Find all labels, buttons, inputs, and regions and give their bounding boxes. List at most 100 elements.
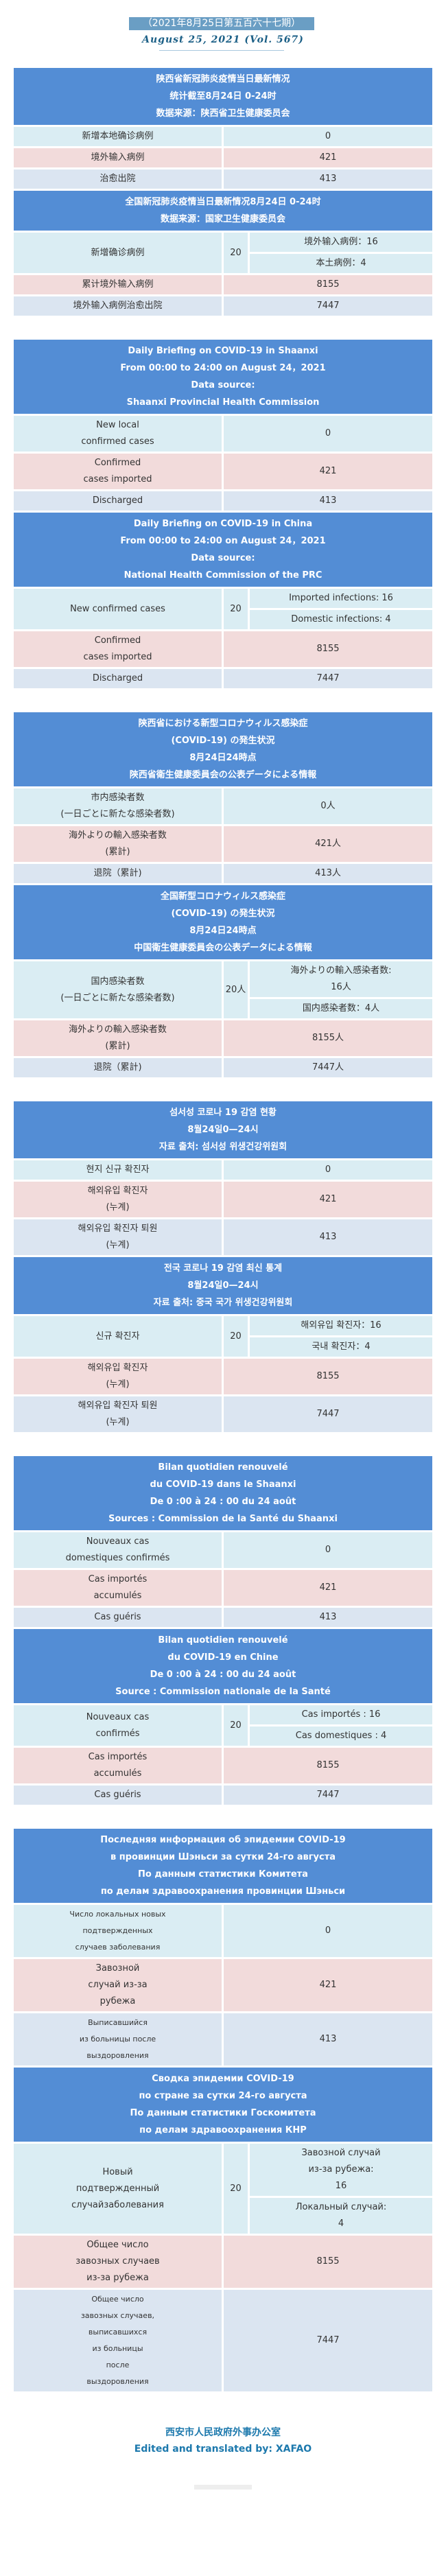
label-line: 国内感染者数 xyxy=(91,976,145,987)
header-line: Data source: xyxy=(191,380,255,390)
row-label: Cas importés accumulés xyxy=(14,1570,222,1606)
row-label: 退院（累計) xyxy=(14,1058,222,1077)
row-value: 0 xyxy=(224,1160,432,1180)
section-ko: 섬서성 코로나 19 감염 현황 8월24일0—24시 자료 출처: 섬서성 위생건… xyxy=(14,1101,432,1432)
row-value: 0人 xyxy=(224,788,432,824)
row-value: 8155 xyxy=(224,631,432,667)
label-line: 境外输入病例治愈出院 xyxy=(73,301,163,311)
label-line: 해외유입 확진자 xyxy=(87,1363,148,1373)
row-label: Новый подтвержденный случайзаболевания xyxy=(14,2144,222,2234)
label-line: 退院（累計) xyxy=(93,868,142,878)
label-line: Discharged xyxy=(92,673,143,683)
label-line: 신규 확진자 xyxy=(95,1331,140,1342)
header-line: National Health Commission of the PRC xyxy=(124,570,322,581)
header-line: De 0 :00 à 24 : 00 du 24 août xyxy=(150,1670,296,1680)
national-table-header: 全国新型コロナウィルス感染症 (COVID-19) の発生状況 8月24日24時点中… xyxy=(14,885,432,959)
label-line: случайзаболевания xyxy=(71,2199,164,2210)
row-value: 8155 xyxy=(224,2236,432,2288)
new-cases-breakdown: Cas importés : 16 Cas domestiques : 4 xyxy=(250,1705,432,1746)
label-line: 累计境外输入病例 xyxy=(82,279,154,290)
label-line: выздоровления xyxy=(86,2377,149,2386)
row-label: Confirmed cases imported xyxy=(14,631,222,667)
header-line: Sources : Commission de la Santé du Shaa… xyxy=(108,1514,338,1524)
table-row: Общее число завозных случаев, выписавшихся… xyxy=(14,2290,432,2391)
label-line: из больницы после xyxy=(79,2035,156,2044)
header-line: 섬서성 코로나 19 감염 현황 xyxy=(169,1108,277,1118)
header-line: 陕西省新冠肺炎疫情当日最新情况 xyxy=(156,74,290,84)
table-row-new-cases: New confirmed cases 20 Imported infections… xyxy=(14,589,432,629)
label-line: из-за рубежа xyxy=(86,2273,149,2283)
header-line: Bilan quotidien renouvelé xyxy=(158,1635,288,1646)
table-row: Confirmed cases imported 421 xyxy=(14,454,432,489)
header-line: 전국 코로나 19 감염 최신 통계 xyxy=(163,1263,283,1274)
row-value: 421 xyxy=(224,1570,432,1606)
header-line: (COVID-19) の発生状況 xyxy=(171,909,275,919)
table-row: 市内感染者数 (一日ごとに新たな感染者数) 0人 xyxy=(14,788,432,824)
breakdown-line: 4 xyxy=(338,2218,344,2229)
header-line: 자료 출처: 중국 국가 위생건강위원회 xyxy=(153,1298,293,1308)
new-cases-breakdown: Imported infections: 16 Domestic infectio… xyxy=(250,589,432,629)
row-label: Discharged xyxy=(14,491,222,511)
label-line: 境外输入病例 xyxy=(91,152,145,163)
header-line: (COVID-19) の発生状況 xyxy=(171,736,275,746)
row-label: Общее число завозных случаев из-за рубежа xyxy=(14,2236,222,2288)
header-line: 8월24일0—24시 xyxy=(187,1280,259,1291)
header-line: 陝西省衛生健康委員会の公表データによる情報 xyxy=(129,770,317,780)
row-label: 治愈出院 xyxy=(14,169,222,189)
label-line: случай из-за xyxy=(88,1980,148,1990)
breakdown-line: Завозной случай xyxy=(301,2148,381,2158)
row-label: 海外よりの輸入感染者数 (累計) xyxy=(14,1020,222,1056)
header-line: по стране за сутки 24-го августа xyxy=(139,2091,307,2101)
table-row: Confirmed cases imported 8155 xyxy=(14,631,432,667)
label-line: завозных случаев xyxy=(75,2256,160,2267)
header-line: по делам здравоохранения КНР xyxy=(139,2125,307,2135)
row-value: 421 xyxy=(224,454,432,489)
row-value: 421 xyxy=(224,1182,432,1217)
label-line: (累計) xyxy=(105,1041,130,1051)
table-row: Завозной случай из-за рубежа 421 xyxy=(14,1959,432,2011)
national-table-header: Daily Briefing on COVID-19 in China From … xyxy=(14,513,432,587)
new-cases-total: 20 xyxy=(224,1316,248,1357)
label-line: domestiques confirmés xyxy=(65,1553,170,1563)
national-table: Bilan quotidien renouvelé du COVID-19 en … xyxy=(14,1629,432,1805)
header-line: 全国新冠肺炎疫情当日最新情况8月24日 0-24时 xyxy=(125,197,321,207)
row-label: Nouveaux cas domestiques confirmés xyxy=(14,1532,222,1568)
row-value: 421 xyxy=(224,1959,432,2011)
table-row: 退院（累計) 7447人 xyxy=(14,1058,432,1077)
row-value: 413人 xyxy=(224,864,432,883)
national-table: Сводка эпидемии COVID-19 по стране за сут… xyxy=(14,2068,432,2391)
label-line: (一日ごとに新たな感染者数) xyxy=(60,992,175,1003)
table-row: 治愈出院 413 xyxy=(14,169,432,189)
row-label: Confirmed cases imported xyxy=(14,454,222,489)
provincial-table: 陝西省における新型コロナウィルス感染症 (COVID-19) の発生状況 8月24日… xyxy=(14,712,432,883)
label-line: Cas importés xyxy=(88,1752,148,1762)
provincial-table: 섬서성 코로나 19 감염 현황 8월24일0—24시 자료 출처: 섬서성 위생건… xyxy=(14,1101,432,1255)
row-value: 413 xyxy=(224,169,432,189)
header-line: Data source: xyxy=(191,553,255,563)
row-label: 海外よりの輸入感染者数 (累計) xyxy=(14,826,222,862)
breakdown-line: 16 xyxy=(335,2181,347,2191)
label-line: (누계) xyxy=(106,1417,130,1427)
row-value: 413 xyxy=(224,491,432,511)
header-line: Последняя информация об эпидемии COVID-1… xyxy=(100,1835,346,1845)
header-line: 统计截至8月24日 0-24时 xyxy=(169,91,277,102)
table-row: Число локальных новых подтвержденных случа… xyxy=(14,1905,432,1957)
label-line: (一日ごとに新たな感染者数) xyxy=(60,809,175,819)
table-row: Discharged 413 xyxy=(14,491,432,511)
row-label: 해외유입 확진자 퇴원 (누계) xyxy=(14,1396,222,1432)
table-row: New local confirmed cases 0 xyxy=(14,416,432,452)
row-label: 市内感染者数 (一日ごとに新たな感染者数) xyxy=(14,788,222,824)
provincial-table: Последняя информация об эпидемии COVID-1… xyxy=(14,1829,432,2065)
breakdown-cell: 本土病例：4 xyxy=(250,254,432,273)
breakdown-line: 本土病例：4 xyxy=(316,258,366,268)
table-row: Discharged 7447 xyxy=(14,669,432,688)
breakdown-cell: 국내 확진자：4 xyxy=(250,1337,432,1357)
label-line: Число локальных новых xyxy=(69,1910,166,1919)
provincial-table-header: Bilan quotidien renouvelé du COVID-19 dan… xyxy=(14,1456,432,1530)
table-row-new-cases: 新增确诊病例 20 境外输入病例：16 本土病例：4 xyxy=(14,233,432,273)
header-line: Сводка эпидемии COVID-19 xyxy=(152,2074,294,2084)
breakdown-cell: 境外输入病例：16 xyxy=(250,233,432,252)
row-value: 7447 xyxy=(224,2290,432,2391)
